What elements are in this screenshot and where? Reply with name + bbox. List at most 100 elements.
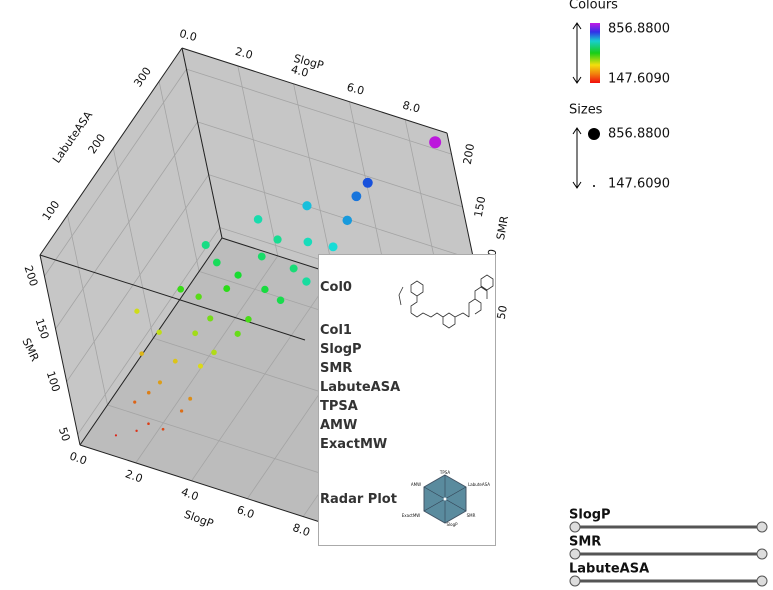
point (289, 264, 298, 273)
point (161, 427, 165, 431)
point (261, 285, 269, 294)
arrow-head (572, 127, 582, 189)
z-tick-label: 200 (86, 132, 109, 157)
slider-handle[interactable] (756, 575, 768, 587)
point (342, 215, 353, 226)
box-edge (181, 47, 223, 239)
grid-line (186, 68, 452, 155)
size-min: 147.6090 (608, 177, 670, 192)
point (245, 316, 252, 323)
tooltip-row: TPSA (320, 399, 358, 414)
color-min: 147.6090 (608, 72, 670, 87)
x-tick-label: 2.0 (124, 467, 145, 485)
point (253, 215, 263, 224)
y-tick-label: 200 (461, 143, 477, 166)
slider-label: SlogP (569, 508, 611, 523)
tooltip-row: AMW (320, 418, 358, 433)
point (328, 242, 338, 252)
grid-line (112, 148, 154, 339)
box-edge (181, 47, 448, 134)
z-axis-title: LabuteASA (50, 108, 95, 165)
tooltip-row: Col1 (320, 323, 352, 338)
grid-line (197, 121, 463, 208)
point (146, 390, 151, 395)
size-title: Sizes (569, 103, 603, 118)
size-max: 856.8800 (608, 127, 670, 142)
grid-line (158, 81, 200, 272)
tooltip-row: SMR (320, 361, 353, 376)
point (429, 136, 442, 149)
x-tick-label: 0.0 (68, 449, 89, 467)
point (211, 349, 217, 356)
tooltip-art: TPSA LabuteASA SMR SlogP ExactMW AMW (398, 274, 494, 527)
point (156, 329, 162, 335)
molecule (398, 274, 494, 329)
y-tick-label: 200 (21, 264, 40, 288)
x-tick-label: 4.0 (290, 63, 310, 80)
point (133, 400, 137, 404)
slider-label: SMR (569, 535, 601, 550)
point (134, 308, 140, 314)
tooltip-row: Col0 (320, 280, 352, 295)
point (135, 429, 138, 433)
point (195, 293, 202, 300)
box-edge (79, 237, 223, 446)
point (197, 363, 204, 369)
point (362, 177, 373, 188)
point (177, 285, 185, 293)
point (147, 422, 150, 425)
box-edge (39, 254, 306, 341)
slider-handle[interactable] (756, 548, 768, 560)
point (223, 285, 231, 292)
grid-line (55, 121, 198, 330)
point (192, 330, 199, 337)
grid-line (293, 83, 334, 274)
x-tick-label: 6.0 (235, 503, 256, 521)
slider-handle[interactable] (569, 521, 581, 533)
radar-label: TPSA (439, 470, 450, 475)
grid-line (135, 255, 279, 464)
point (188, 396, 193, 401)
z-tick-label: 100 (40, 198, 63, 223)
y-tick-label: 150 (33, 317, 52, 341)
point (172, 358, 178, 364)
radar-label: ExactMW (402, 513, 421, 518)
point (273, 235, 282, 244)
x-tick-label: 2.0 (234, 45, 254, 62)
grid-line (191, 273, 334, 482)
slider-label: LabuteASA (569, 562, 649, 577)
slider-handle[interactable] (756, 521, 768, 533)
y-tick-label: 50 (56, 426, 73, 443)
y-tick-label: 150 (472, 195, 488, 218)
radar-label: SMR (467, 513, 476, 518)
point (303, 237, 313, 247)
slider-handle[interactable] (569, 575, 581, 587)
grid-line (44, 68, 187, 277)
box-edge (39, 254, 81, 446)
x-tick-label: 8.0 (401, 99, 421, 116)
box-edge (39, 47, 183, 256)
arrow-head (572, 22, 582, 84)
point (207, 315, 214, 322)
x-tick-label: 6.0 (345, 81, 365, 98)
grid-line (77, 227, 221, 435)
color-title: Colours (569, 0, 618, 13)
box-edge (79, 444, 346, 531)
z-tick-label: 300 (131, 65, 154, 90)
point (302, 201, 312, 211)
tooltip-row: Radar Plot (320, 492, 397, 507)
color-max: 856.8800 (608, 22, 670, 37)
point (276, 296, 285, 305)
tooltip-row: ExactMW (320, 437, 388, 452)
x-tick-label: 4.0 (179, 485, 200, 503)
y-axis-title: SMR (19, 336, 41, 364)
point (157, 380, 163, 385)
radar-label: AMW (411, 482, 421, 487)
slider-handle[interactable] (569, 548, 581, 560)
grid-line (67, 214, 108, 406)
size-min-dot (593, 185, 595, 187)
tooltip: TPSA LabuteASA SMR SlogP ExactMW AMW Col0 Col1… (318, 254, 496, 546)
point (234, 271, 242, 279)
y-tick-label: 100 (44, 370, 63, 394)
